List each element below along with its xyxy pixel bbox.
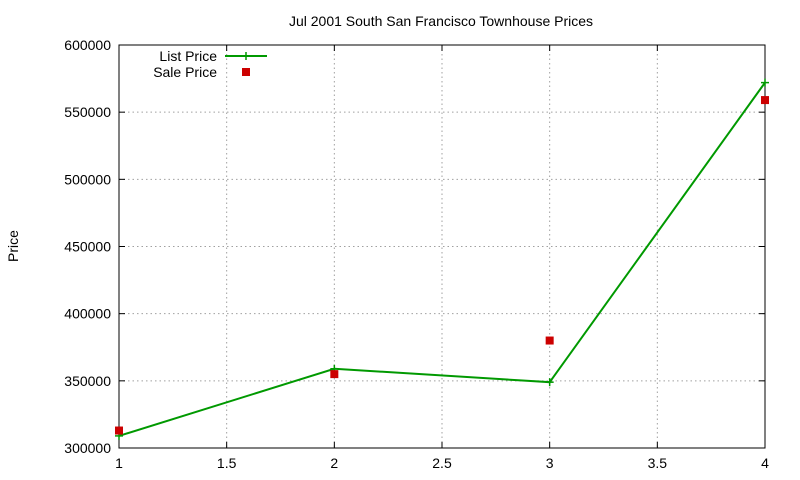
y-tick-label: 400000	[64, 306, 111, 322]
x-tick-label: 2	[330, 455, 338, 471]
ticks-layer	[118, 44, 766, 449]
x-tick-label: 3	[546, 455, 554, 471]
legend-label: List Price	[159, 48, 217, 64]
y-axis-label: Price	[5, 230, 21, 262]
y-tick-label: 600000	[64, 37, 111, 53]
y-tick-label: 350000	[64, 373, 111, 389]
sale-price-point	[545, 336, 554, 345]
y-tick-label: 550000	[64, 104, 111, 120]
list-price-line	[118, 82, 766, 437]
sale-price-point	[115, 426, 123, 435]
x-tick-label: 3.5	[648, 455, 668, 471]
x-tick-label: 2.5	[432, 455, 452, 471]
x-tick-label: 1	[115, 455, 123, 471]
series-layer	[115, 78, 769, 440]
legend-item-sale-price: Sale Price	[153, 64, 250, 80]
legend-item-list-price: List Price	[159, 48, 267, 64]
x-tick-label: 4	[761, 455, 769, 471]
legend-marker	[242, 68, 250, 76]
sale-price-point	[330, 370, 339, 379]
list-price-point	[545, 378, 554, 387]
y-tick-label: 300000	[64, 440, 111, 456]
chart-title: Jul 2001 South San Francisco Townhouse P…	[289, 13, 593, 29]
legend-marker	[242, 52, 250, 60]
sale-price-point	[761, 96, 769, 105]
tick-labels-layer: 1 1.5 2 2.5 3 3.5 4 300000 350000 400000 450000 500…	[64, 37, 769, 471]
sale-price-series	[115, 96, 769, 435]
y-tick-label: 450000	[64, 239, 111, 255]
list-price-point	[761, 78, 769, 87]
legend-label: Sale Price	[153, 64, 217, 80]
y-tick-label: 500000	[64, 171, 111, 187]
x-tick-label: 1.5	[217, 455, 237, 471]
